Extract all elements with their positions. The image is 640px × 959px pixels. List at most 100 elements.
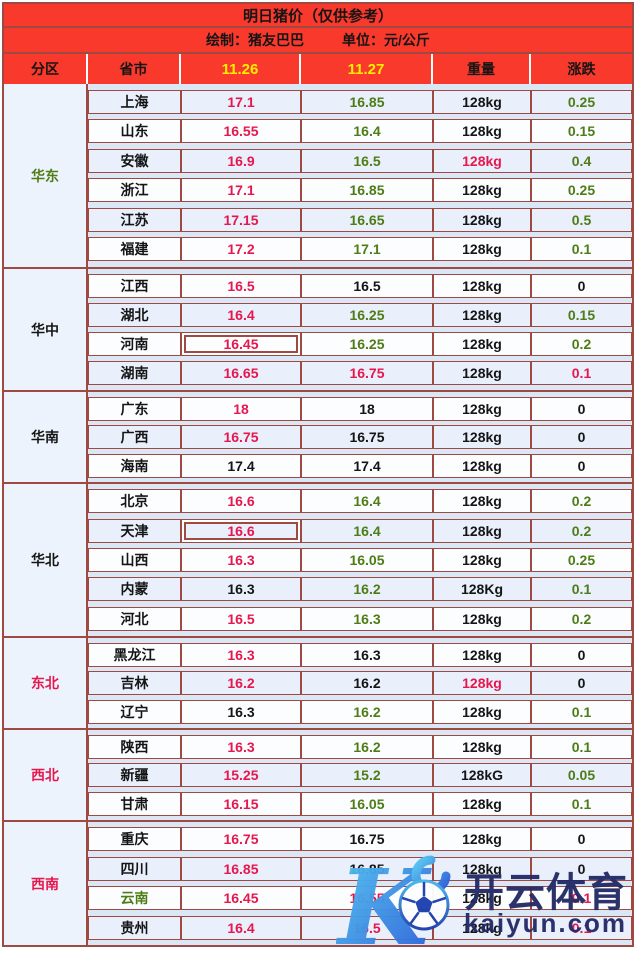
price-1127-cell: 16.85 xyxy=(301,178,433,203)
change-cell: 0 xyxy=(531,856,632,881)
weight-cell: 128kg xyxy=(433,606,531,631)
weight-cell: 128kg xyxy=(433,425,531,449)
weight-cell: 128kg xyxy=(433,827,531,852)
weight-cell: 128kg xyxy=(433,886,531,911)
region-label: 华北 xyxy=(4,484,88,636)
region-block-6: 西南 重庆 16.75 16.75 128kg 0 四川 16.85 16.85 128kg 0 云南… xyxy=(4,822,632,945)
page-title: 明日猪价（仅供参考） xyxy=(4,4,632,28)
province-cell: 湖北 xyxy=(88,303,181,327)
change-cell: 0.1 xyxy=(531,237,632,262)
table-row: 云南 16.45 16.55 128kg 0.1 xyxy=(88,886,632,911)
province-cell: 河北 xyxy=(88,606,181,631)
column-header-date2: 11.27 xyxy=(301,54,433,84)
province-cell: 四川 xyxy=(88,856,181,881)
region-label: 华中 xyxy=(4,269,88,390)
change-cell: 0 xyxy=(531,396,632,421)
province-cell: 山东 xyxy=(88,119,181,144)
price-1127-cell: 16.2 xyxy=(301,577,433,602)
price-1126-cell: 16.3 xyxy=(181,734,301,759)
price-1126-cell: 16.85 xyxy=(181,856,301,881)
province-cell: 云南 xyxy=(88,886,181,911)
change-cell: 0.1 xyxy=(531,886,632,911)
province-cell: 广西 xyxy=(88,425,181,449)
province-cell: 福建 xyxy=(88,237,181,262)
province-cell: 甘肃 xyxy=(88,791,181,816)
price-1127-cell: 16.4 xyxy=(301,489,433,514)
table-row: 贵州 16.4 16.5 128kg 0.1 xyxy=(88,915,632,940)
change-cell: 0 xyxy=(531,642,632,667)
change-cell: 0.1 xyxy=(531,699,632,724)
province-cell: 贵州 xyxy=(88,915,181,940)
weight-cell: 128kg xyxy=(433,489,531,514)
table-row: 江苏 17.15 16.65 128kg 0.5 xyxy=(88,207,632,232)
province-cell: 内蒙 xyxy=(88,577,181,602)
change-cell: 0.15 xyxy=(531,303,632,327)
region-label: 华东 xyxy=(4,84,88,267)
change-cell: 0.1 xyxy=(531,734,632,759)
table-row: 上海 17.1 16.85 128kg 0.25 xyxy=(88,89,632,114)
weight-cell: 128kg xyxy=(433,396,531,421)
price-1126-cell: 16.6 xyxy=(181,518,301,543)
province-cell: 辽宁 xyxy=(88,699,181,724)
table-row: 山东 16.55 16.4 128kg 0.15 xyxy=(88,119,632,144)
table-row: 黑龙江 16.3 16.3 128kg 0 xyxy=(88,642,632,667)
column-header-date1: 11.26 xyxy=(181,54,301,84)
price-1127-cell: 16.05 xyxy=(301,547,433,572)
province-cell: 海南 xyxy=(88,453,181,478)
price-1126-cell: 16.9 xyxy=(181,148,301,173)
price-1127-cell: 15.2 xyxy=(301,763,433,787)
weight-cell: 128kg xyxy=(433,303,531,327)
column-header-weight: 重量 xyxy=(433,54,531,84)
weight-cell: 128kg xyxy=(433,671,531,695)
weight-cell: 128kg xyxy=(433,547,531,572)
table-row: 广西 16.75 16.75 128kg 0 xyxy=(88,425,632,449)
province-cell: 广东 xyxy=(88,396,181,421)
column-header-province: 省市 xyxy=(88,54,181,84)
province-cell: 黑龙江 xyxy=(88,642,181,667)
change-cell: 0.1 xyxy=(531,791,632,816)
weight-cell: 128kg xyxy=(433,237,531,262)
province-cell: 吉林 xyxy=(88,671,181,695)
region-label: 西北 xyxy=(4,730,88,820)
change-cell: 0 xyxy=(531,425,632,449)
price-1126-cell: 16.3 xyxy=(181,577,301,602)
price-1127-cell: 16.85 xyxy=(301,856,433,881)
weight-cell: 128kg xyxy=(433,856,531,881)
region-label: 西南 xyxy=(4,822,88,945)
price-1127-cell: 17.1 xyxy=(301,237,433,262)
unit-label: 单位：元/公斤 xyxy=(342,32,430,48)
change-cell: 0.2 xyxy=(531,332,632,356)
price-1126-cell: 18 xyxy=(181,396,301,421)
region-block-5: 西北 陕西 16.3 16.2 128kg 0.1 新疆 15.25 15.2 128kG 0.05… xyxy=(4,730,632,822)
weight-cell: 128kg xyxy=(433,89,531,114)
change-cell: 0.2 xyxy=(531,518,632,543)
price-1126-cell: 16.75 xyxy=(181,827,301,852)
region-block-4: 东北 黑龙江 16.3 16.3 128kg 0 吉林 16.2 16.2 128kg 0 辽宁 16.… xyxy=(4,638,632,730)
region-block-3: 华北 北京 16.6 16.4 128kg 0.2 天津 16.6 16.4 128kg 0.2 山西… xyxy=(4,484,632,638)
region-label: 华南 xyxy=(4,392,88,482)
table-row: 广东 18 18 128kg 0 xyxy=(88,396,632,421)
change-cell: 0.1 xyxy=(531,915,632,940)
change-cell: 0.4 xyxy=(531,148,632,173)
change-cell: 0.2 xyxy=(531,489,632,514)
table-row: 吉林 16.2 16.2 128kg 0 xyxy=(88,671,632,695)
price-1126-cell: 16.6 xyxy=(181,489,301,514)
price-1126-cell: 16.75 xyxy=(181,425,301,449)
weight-cell: 128kg xyxy=(433,791,531,816)
table-row: 河南 16.45 16.25 128kg 0.2 xyxy=(88,332,632,356)
price-1127-cell: 16.5 xyxy=(301,915,433,940)
subtitle-bar: 绘制：猪友巴巴 单位：元/公斤 xyxy=(4,28,632,54)
table-row: 湖南 16.65 16.75 128kg 0.1 xyxy=(88,361,632,385)
price-1127-cell: 16.65 xyxy=(301,207,433,232)
table-row: 浙江 17.1 16.85 128kg 0.25 xyxy=(88,178,632,203)
weight-cell: 128kg xyxy=(433,642,531,667)
price-1127-cell: 16.25 xyxy=(301,303,433,327)
price-1126-cell: 15.25 xyxy=(181,763,301,787)
change-cell: 0 xyxy=(531,274,632,298)
price-1127-cell: 16.4 xyxy=(301,119,433,144)
change-cell: 0.1 xyxy=(531,577,632,602)
weight-cell: 128kg xyxy=(433,518,531,543)
change-cell: 0.2 xyxy=(531,606,632,631)
province-cell: 浙江 xyxy=(88,178,181,203)
price-1127-cell: 16.5 xyxy=(301,148,433,173)
